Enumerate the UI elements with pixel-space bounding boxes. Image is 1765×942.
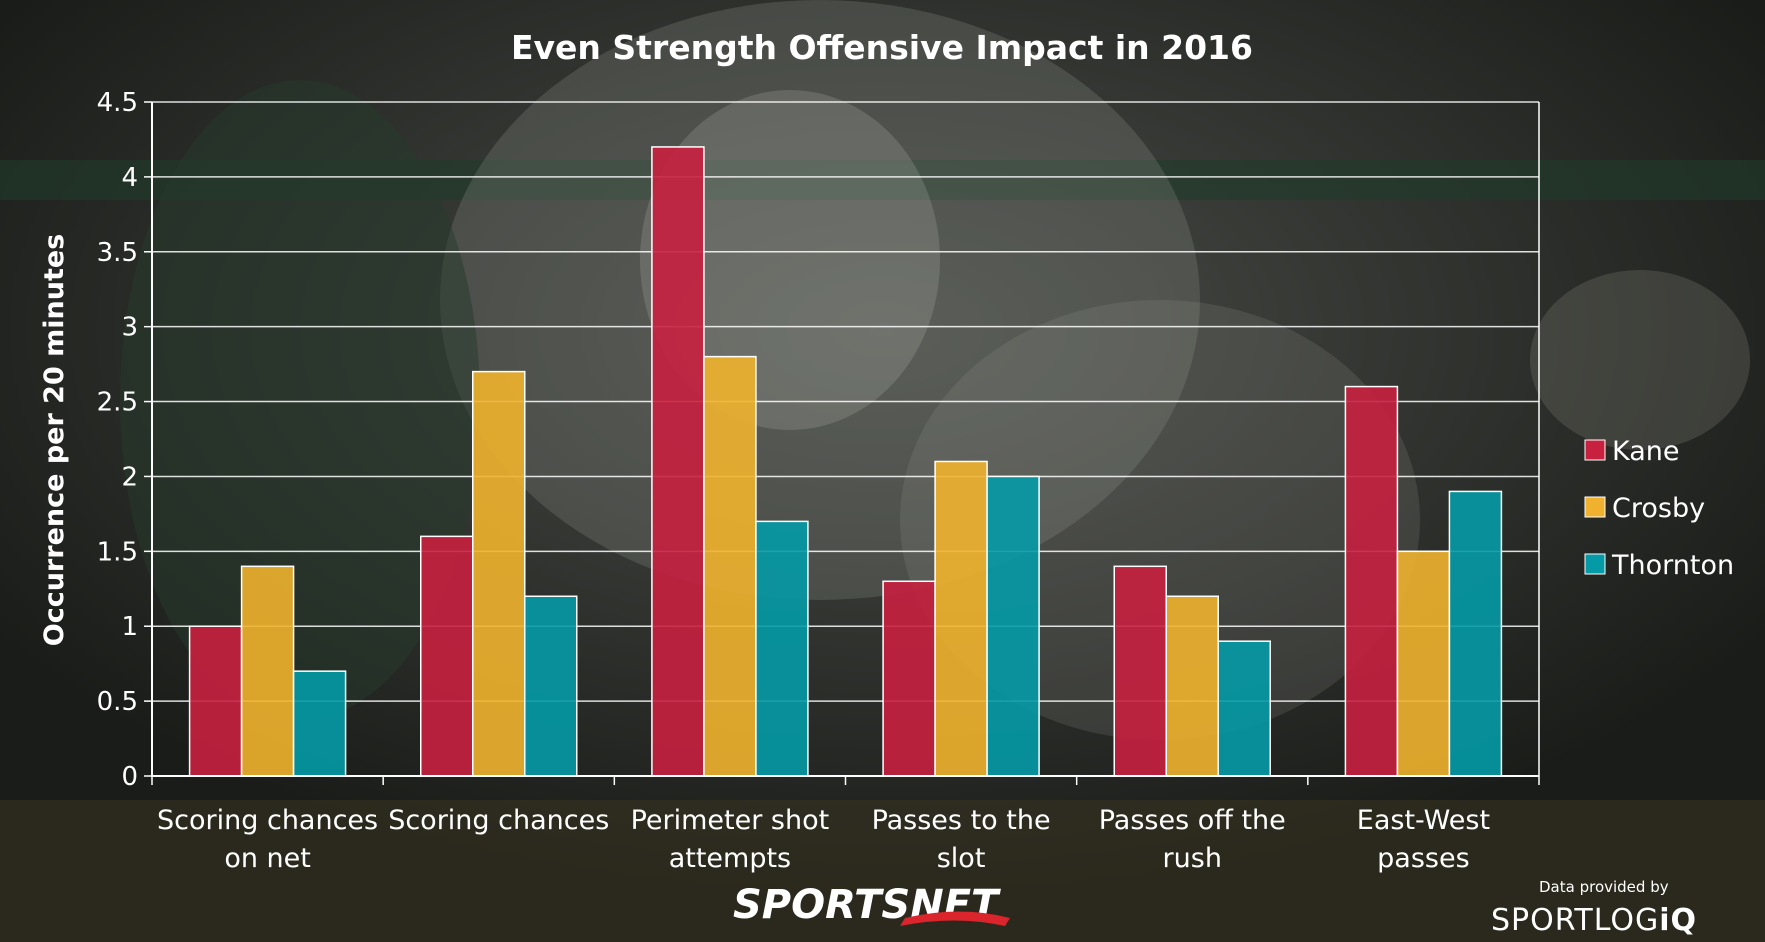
legend-label-thornton: Thornton: [1611, 550, 1734, 581]
legend-label-kane: Kane: [1612, 436, 1680, 467]
y-axis-ticks: 0 0.5 1 1.5 2 2.5 3 3.5 4 4.5: [97, 88, 152, 792]
y-tick-label: 0.5: [97, 687, 138, 717]
bar-thornton-5: [1448, 490, 1503, 777]
sportsnet-swoosh-icon: [900, 911, 1010, 926]
sportlogiq-main: SPORTLOG: [1491, 903, 1659, 938]
bar-crosby-2: [703, 355, 757, 777]
x-tick-label: Scoring chances: [388, 805, 609, 836]
bar-thornton-3: [986, 475, 1040, 777]
x-tick-label: Passes to the: [872, 805, 1051, 836]
bar-crosby-3: [934, 460, 988, 777]
x-tick-label: slot: [937, 843, 986, 874]
legend-swatch-kane: [1584, 439, 1606, 461]
bar-kane-5: [1344, 385, 1399, 777]
sportsnet-logo: SPORTSNET: [733, 882, 1010, 928]
x-tick-label: Scoring chances: [157, 805, 378, 836]
axes: [151, 102, 1540, 785]
bar-crosby-1: [472, 370, 526, 777]
credit-text: Data provided by: [1539, 878, 1669, 896]
y-tick-label: 3.5: [97, 238, 138, 268]
bar-kane-4: [1113, 565, 1167, 777]
x-tick-label: rush: [1163, 843, 1222, 874]
bar-thornton-4: [1217, 640, 1271, 777]
legend: Kane Crosby Thornton: [1584, 436, 1734, 581]
bar-crosby-5: [1396, 550, 1451, 777]
bar-thornton-2: [755, 520, 809, 777]
bar-crosby-4: [1165, 595, 1219, 777]
y-tick-label: 1.5: [97, 537, 138, 567]
gridlines: [152, 101, 1539, 702]
chart-title: Even Strength Offensive Impact in 2016: [511, 28, 1253, 67]
y-tick-label: 0: [121, 762, 138, 792]
x-tick-label: on net: [224, 843, 311, 874]
y-axis-label: Occurrence per 20 minutes: [39, 234, 70, 647]
bars: [188, 146, 1503, 777]
legend-swatch-thornton: [1584, 553, 1606, 575]
y-tick-label: 2.5: [97, 388, 138, 418]
bar-thornton-0: [292, 670, 347, 777]
y-tick-label: 4: [121, 163, 138, 193]
sportsnet-wordmark: SPORTSNET: [733, 882, 1001, 928]
bar-crosby-0: [240, 565, 295, 777]
legend-swatch-crosby: [1584, 496, 1606, 518]
x-tick-label: Passes off the: [1099, 805, 1286, 836]
y-tick-label: 3: [121, 313, 138, 343]
data-credit: Data provided by SPORTLOGiQ: [1491, 878, 1697, 938]
y-tick-label: 2: [121, 462, 138, 492]
sportlogiq-wordmark: SPORTLOGiQ: [1491, 903, 1697, 938]
bar-kane-3: [882, 580, 936, 777]
x-tick-label: Perimeter shot: [631, 805, 830, 836]
y-tick-label: 1: [121, 612, 138, 642]
x-tick-label: attempts: [669, 843, 791, 874]
sportlogiq-iq: iQ: [1659, 903, 1697, 938]
legend-label-crosby: Crosby: [1612, 493, 1705, 524]
x-tick-label: passes: [1377, 843, 1470, 874]
y-tick-label: 4.5: [97, 88, 138, 118]
bar-thornton-1: [524, 595, 578, 777]
bar-kane-1: [420, 535, 474, 777]
x-tick-label: East-West: [1357, 805, 1490, 836]
x-axis-ticks: Scoring chances on net Scoring chances Peri…: [157, 805, 1490, 874]
bar-kane-0: [188, 625, 243, 777]
bar-kane-2: [651, 146, 705, 777]
